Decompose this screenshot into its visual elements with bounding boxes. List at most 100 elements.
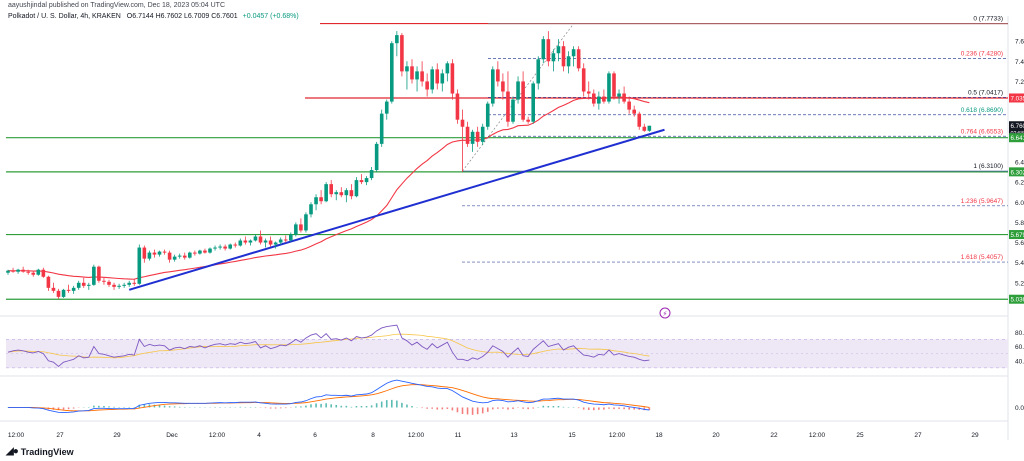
- candle-body: [56, 290, 61, 297]
- candle-body: [369, 170, 374, 179]
- candle-body: [475, 131, 480, 142]
- macd-histogram-bar: [431, 407, 433, 409]
- candle-body: [602, 96, 606, 102]
- macd-histogram-bar: [441, 407, 444, 410]
- publish-info: aayushjindal published on TradingView.co…: [8, 2, 226, 9]
- candle-body: [233, 244, 238, 246]
- macd-histogram-bar: [461, 407, 464, 414]
- candle-body: [470, 131, 475, 144]
- macd-histogram-bar: [340, 405, 343, 408]
- macd-histogram-bar: [497, 407, 499, 409]
- macd-histogram-bar: [426, 407, 428, 409]
- rsi-ma-line: [7, 333, 650, 359]
- macd-histogram-bar: [138, 404, 141, 408]
- candle-body: [167, 252, 172, 260]
- macd-histogram-bar: [72, 407, 75, 409]
- price-label-tag: [1009, 230, 1024, 240]
- candle-body: [198, 250, 202, 254]
- macd-histogram-bar: [173, 406, 176, 408]
- fib-level-label: 0.764 (6.6553): [961, 128, 1003, 135]
- time-tick-label: 27: [56, 432, 64, 439]
- macd-histogram-bar: [360, 406, 363, 408]
- time-tick-label: 29: [971, 432, 979, 439]
- candle-body: [157, 251, 162, 255]
- candle-body: [193, 252, 197, 254]
- bolt-icon: [659, 307, 671, 319]
- price-tick-label: 5.8000: [1015, 220, 1024, 227]
- macd-histogram-bar: [279, 407, 282, 409]
- candle-body: [566, 56, 571, 67]
- macd-histogram-bar: [168, 406, 171, 408]
- macd-histogram-bar: [113, 406, 115, 408]
- candle-body: [92, 266, 96, 285]
- macd-histogram-bar: [57, 407, 60, 411]
- candle-body: [132, 282, 137, 284]
- candle-body: [374, 143, 379, 171]
- macd-histogram-bar: [295, 406, 297, 408]
- candle-body: [112, 284, 116, 287]
- price-label: 6.7601: [1011, 123, 1024, 130]
- macd-histogram-bar: [380, 401, 383, 408]
- price-label-tag: [1009, 167, 1024, 177]
- candle-body: [223, 246, 227, 249]
- macd-histogram-bar: [264, 407, 267, 409]
- time-tick-label: 4: [257, 432, 261, 439]
- symbol-title[interactable]: Polkadot / U. S. Dollar, 4h, KRAKEN: [8, 13, 121, 20]
- macd-histogram-bar: [512, 407, 514, 409]
- candle-body: [405, 66, 409, 72]
- candle-body: [465, 126, 470, 144]
- rsi-line: [7, 324, 650, 368]
- macd-histogram-bar: [603, 407, 605, 410]
- candle-body: [390, 43, 394, 102]
- fib-level-label: 0.236 (7.4280): [961, 50, 1003, 57]
- rsi-tick-label: 80.00: [1015, 330, 1024, 337]
- candle-body: [420, 71, 424, 82]
- candle-body: [97, 266, 101, 281]
- tradingview-brand[interactable]: ◢● TradingView: [6, 446, 74, 457]
- price-label: 6.3020: [1011, 169, 1024, 176]
- candle-body: [581, 68, 586, 92]
- fib-level-label: 1 (6.3100): [973, 163, 1003, 170]
- macd-histogram-bar: [406, 404, 408, 408]
- candle-body: [354, 180, 359, 197]
- time-tick-label: 6: [313, 432, 317, 439]
- candle-body: [546, 39, 551, 62]
- fib-level-label: 1.618 (5.4057): [961, 254, 1003, 261]
- candle-body: [632, 109, 636, 114]
- macd-histogram-bar: [350, 406, 353, 408]
- candle-body: [314, 197, 318, 205]
- candle-body: [71, 287, 76, 291]
- candle-body: [182, 255, 187, 258]
- macd-histogram-bar: [608, 407, 610, 409]
- macd-histogram-bar: [507, 407, 509, 410]
- time-tick-label: 11: [455, 432, 462, 439]
- candle-body: [491, 69, 495, 104]
- macd-histogram-bar: [274, 407, 277, 409]
- candle-body: [586, 91, 591, 94]
- candle-body: [556, 46, 561, 54]
- candle-body: [592, 93, 596, 104]
- macd-histogram-bar: [648, 407, 651, 410]
- price-tick-label: 5.4000: [1015, 260, 1024, 267]
- trendline: [128, 128, 665, 291]
- price-change: +0.0457 (+0.68%): [242, 13, 299, 20]
- candle-body: [51, 287, 56, 291]
- candle-body: [81, 282, 86, 286]
- macd-histogram-bar: [522, 407, 524, 409]
- candle-body: [258, 236, 263, 243]
- macd-histogram-bar: [401, 402, 403, 408]
- macd-histogram-bar: [598, 407, 600, 410]
- macd-histogram-bar: [436, 407, 439, 410]
- macd-histogram-bar: [466, 407, 469, 415]
- price-tick-label: 6.0000: [1015, 200, 1024, 207]
- candle-body: [364, 178, 369, 183]
- candle-body: [551, 53, 556, 62]
- macd-histogram-bar: [613, 407, 615, 410]
- macd-histogram-bar: [391, 399, 393, 408]
- macd-histogram-bar: [335, 404, 338, 408]
- time-tick-label: 29: [113, 432, 121, 439]
- candle-body: [263, 240, 268, 243]
- candle-body: [521, 81, 525, 120]
- candle-body: [440, 73, 445, 84]
